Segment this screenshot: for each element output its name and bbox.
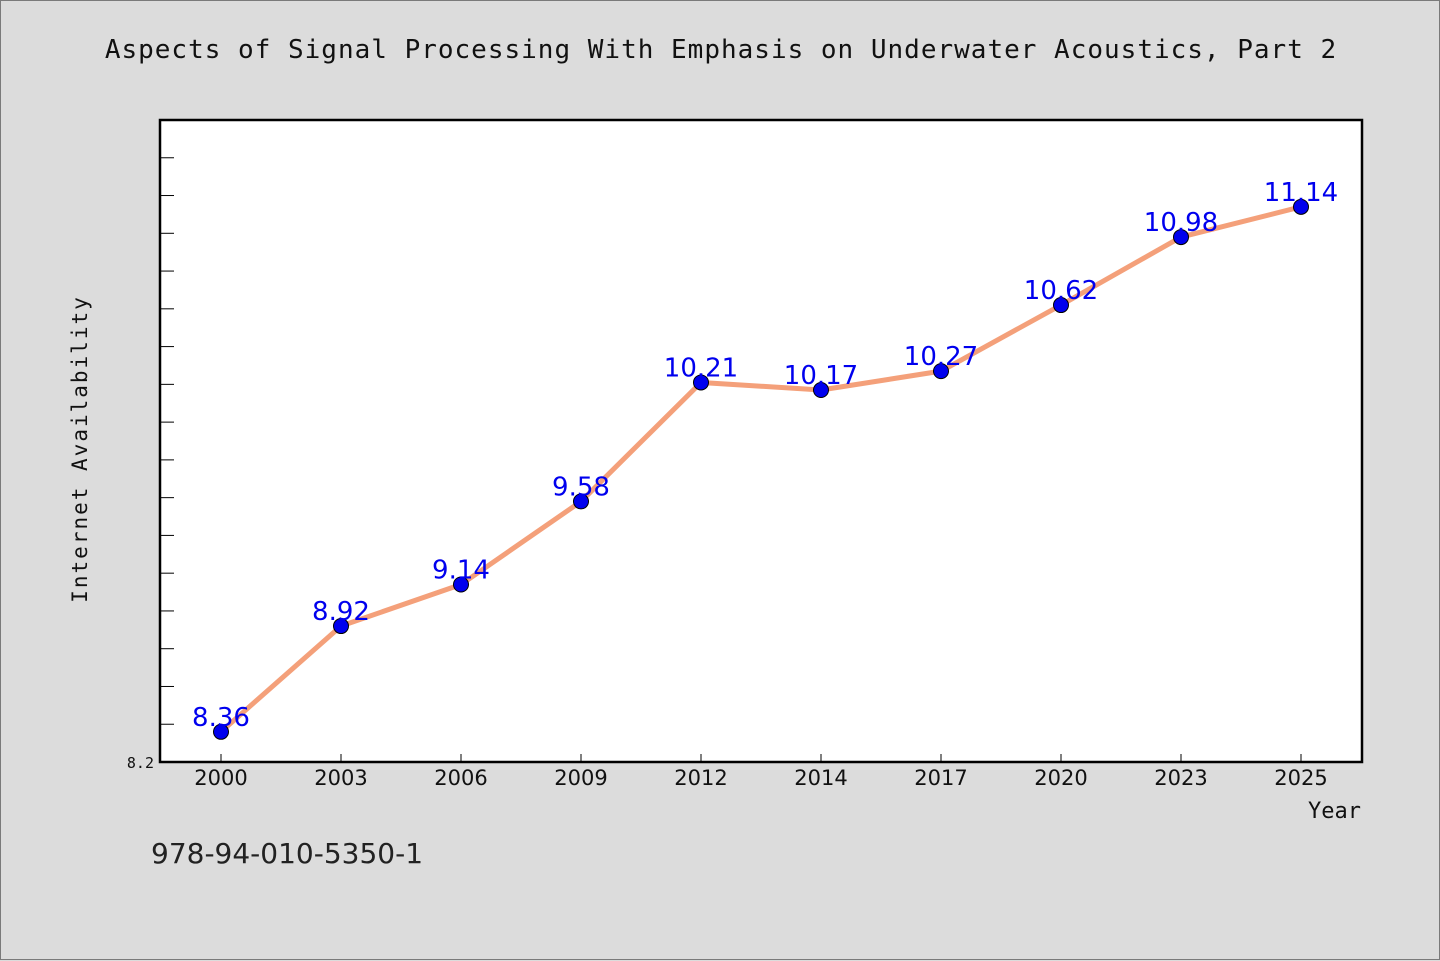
data-label: 9.58	[552, 472, 610, 502]
x-axis-ticks: 2000 2003 2006 2009 2012 2014 2017 2020 2023 2025	[194, 754, 1328, 790]
x-tick-label: 2000	[194, 766, 247, 790]
data-label: 10.62	[1024, 276, 1098, 306]
x-tick-label: 2009	[554, 766, 607, 790]
x-tick-label: 2025	[1274, 766, 1327, 790]
data-label: 10.17	[784, 361, 858, 391]
data-point	[693, 374, 709, 391]
data-label: 8.36	[192, 703, 250, 733]
x-tick-label: 2014	[794, 766, 847, 790]
data-point	[933, 363, 949, 380]
y-axis-ticks: 8.2	[127, 157, 174, 772]
data-label: 10.27	[904, 342, 978, 372]
x-tick-label: 2012	[674, 766, 727, 790]
data-point	[573, 493, 589, 510]
x-tick-label: 2003	[314, 766, 367, 790]
x-tick-label: 2017	[914, 766, 967, 790]
y-tick-label: 8.2	[127, 754, 154, 772]
isbn-text: 978-94-010-5350-1	[151, 837, 424, 870]
chart-title: Aspects of Signal Processing With Emphas…	[104, 35, 1338, 65]
x-tick-label: 2020	[1034, 766, 1087, 790]
x-tick-label: 2023	[1154, 766, 1207, 790]
series-group: 8.36 8.92 9.14 9.58 10.21 10.17 10.27 10.62 10.9…	[192, 178, 1338, 740]
x-tick-label: 2006	[434, 766, 487, 790]
y-axis-label: Internet Availability	[68, 295, 92, 603]
data-label: 10.98	[1144, 208, 1218, 238]
x-axis-label: Year	[1308, 799, 1361, 824]
data-point	[453, 576, 469, 593]
data-point	[1053, 297, 1069, 314]
data-point	[333, 618, 349, 635]
data-label: 10.21	[664, 353, 738, 383]
data-label: 9.14	[432, 556, 490, 586]
data-point	[1173, 229, 1189, 246]
data-point	[1293, 198, 1309, 215]
series-line	[218, 204, 1304, 735]
data-label: 11.14	[1264, 178, 1338, 208]
data-label: 8.92	[312, 597, 370, 627]
data-point	[813, 382, 829, 399]
plot-area	[158, 118, 1364, 764]
data-point	[213, 723, 229, 740]
